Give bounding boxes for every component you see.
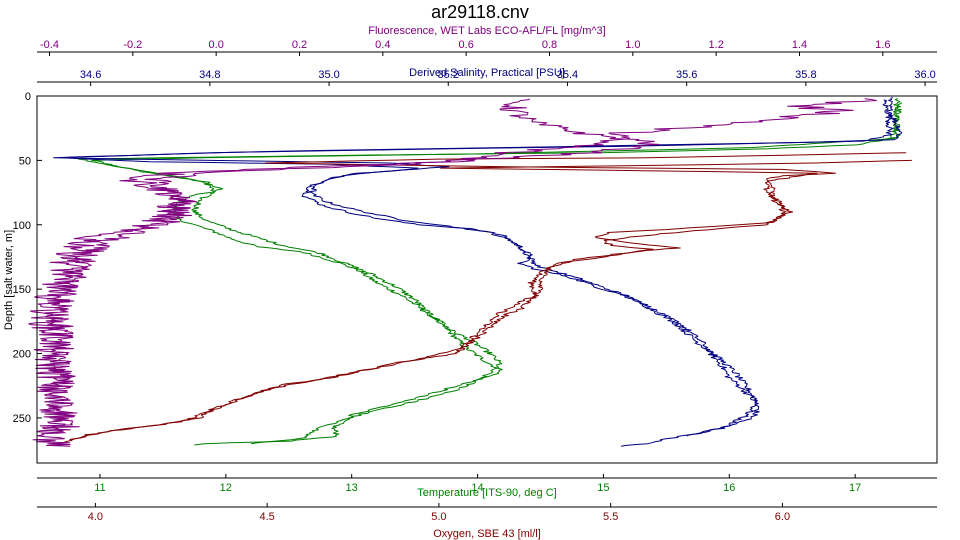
oxygen-tick-label: 5.5 [603,511,618,523]
fluorescence-tick-label: 0.8 [542,39,557,51]
salinity-tick-label: 35.0 [318,69,339,81]
depth-tick-label: 250 [13,413,31,425]
series-layer [28,96,912,447]
depth-tick-label: 50 [19,155,31,167]
salinity-tick-label: 35.2 [438,69,459,81]
salinity-tick-label: 34.8 [199,69,220,81]
salinity-series-line [53,96,903,447]
fluorescence-axis: Fluorescence, WET Labs ECO-AFL/FL [mg/m^… [37,25,937,56]
fluorescence-series-line [41,98,660,434]
fluorescence-axis-label: Fluorescence, WET Labs ECO-AFL/FL [mg/m^… [368,25,605,37]
oxygen-tick-label: 5.0 [431,511,446,523]
depth-axis-label: Depth [salt water, m] [3,230,15,330]
oxygen-tick-label: 4.5 [260,511,275,523]
temperature-axis-label: Temperature [ITS-90, deg C] [417,487,556,499]
plot-frame [36,95,938,464]
temperature-series-line [91,102,902,445]
oxygen-tick-label: 6.0 [775,511,790,523]
fluorescence-tick-label: 0.6 [459,39,474,51]
oxygen-series-line [60,152,907,445]
fluorescence-tick-label: -0.4 [40,39,59,51]
depth-axis: Depth [salt water, m] 0 50 100 150 200 250 [3,91,42,425]
fluorescence-tick-label: 0.0 [209,39,224,51]
temperature-tick-label: 16 [723,482,735,494]
fluorescence-tick-label: 1.2 [709,39,724,51]
depth-tick-label: 200 [13,349,31,361]
temperature-tick-label: 14 [471,482,483,494]
fluorescence-tick-label: 0.4 [375,39,390,51]
temperature-tick-label: 15 [597,482,609,494]
salinity-axis-label: Derived Salinity, Practical [PSU] [409,67,565,79]
salinity-series-line [62,99,894,437]
chart-title: ar29118.cnv [431,2,529,22]
fluorescence-tick-label: -0.2 [123,39,142,51]
fluorescence-tick-label: 1.4 [792,39,807,51]
temperature-series-line [77,98,901,446]
depth-tick-label: 0 [25,91,31,103]
fluorescence-series-line [28,98,877,447]
salinity-tick-label: 35.8 [795,69,816,81]
temperature-tick-label: 17 [849,482,861,494]
oxygen-tick-label: 4.0 [88,511,103,523]
depth-tick-label: 100 [13,220,31,232]
salinity-tick-label: 35.6 [676,69,697,81]
fluorescence-tick-label: 1.6 [875,39,890,51]
fluorescence-tick-label: 0.2 [292,39,307,51]
fluorescence-tick-label: 1.0 [625,39,640,51]
oxygen-axis-label: Oxygen, SBE 43 [ml/l] [433,528,541,540]
temperature-tick-label: 12 [220,482,232,494]
temperature-tick-label: 13 [346,482,358,494]
temperature-axis: Temperature [ITS-90, deg C] 11 12 13 14 15 16… [37,474,937,499]
salinity-tick-label: 34.6 [80,69,101,81]
temperature-tick-label: 11 [94,482,105,494]
salinity-tick-label: 35.4 [557,69,578,81]
salinity-tick-label: 36.0 [914,69,935,81]
oxygen-series-line [70,159,912,442]
oxygen-axis: Oxygen, SBE 43 [ml/l] 4.0 4.5 5.0 5.5 6.0 [37,503,937,540]
depth-tick-label: 150 [13,284,31,296]
salinity-axis: Derived Salinity, Practical [PSU] 34.6 34… [37,67,937,86]
